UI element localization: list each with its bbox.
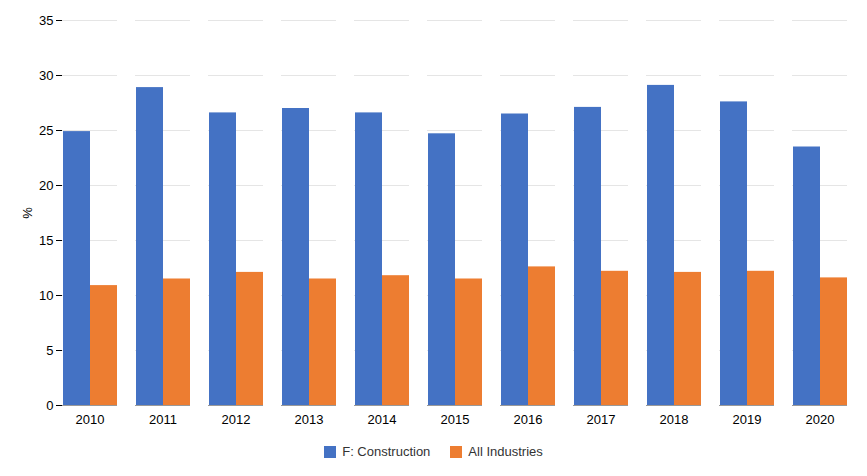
svg-text:0: 0 xyxy=(46,398,53,413)
html-text:F: Construction: F: Construction xyxy=(342,444,431,459)
svg-text:15: 15 xyxy=(39,233,53,248)
svg-text:2014: 2014 xyxy=(367,412,396,427)
svg-text:30: 30 xyxy=(39,68,53,83)
svg-text:2017: 2017 xyxy=(586,412,615,427)
svg-text:35: 35 xyxy=(39,13,53,28)
svg-text:2013: 2013 xyxy=(294,412,323,427)
svg-text:2015: 2015 xyxy=(440,412,469,427)
svg-text:2012: 2012 xyxy=(221,412,250,427)
svg-text:20: 20 xyxy=(39,178,53,193)
svg-text:10: 10 xyxy=(39,288,53,303)
svg-text:2010: 2010 xyxy=(75,412,104,427)
svg-text:2016: 2016 xyxy=(513,412,542,427)
svg-text:2018: 2018 xyxy=(659,412,688,427)
svg-text:2019: 2019 xyxy=(732,412,761,427)
svg-text:2011: 2011 xyxy=(149,412,177,427)
svg-text:2020: 2020 xyxy=(805,412,834,427)
svg-text:%: % xyxy=(19,207,34,219)
svg-text:25: 25 xyxy=(39,123,53,138)
svg-text:5: 5 xyxy=(46,343,53,358)
html-text:All Industries: All Industries xyxy=(468,444,543,459)
